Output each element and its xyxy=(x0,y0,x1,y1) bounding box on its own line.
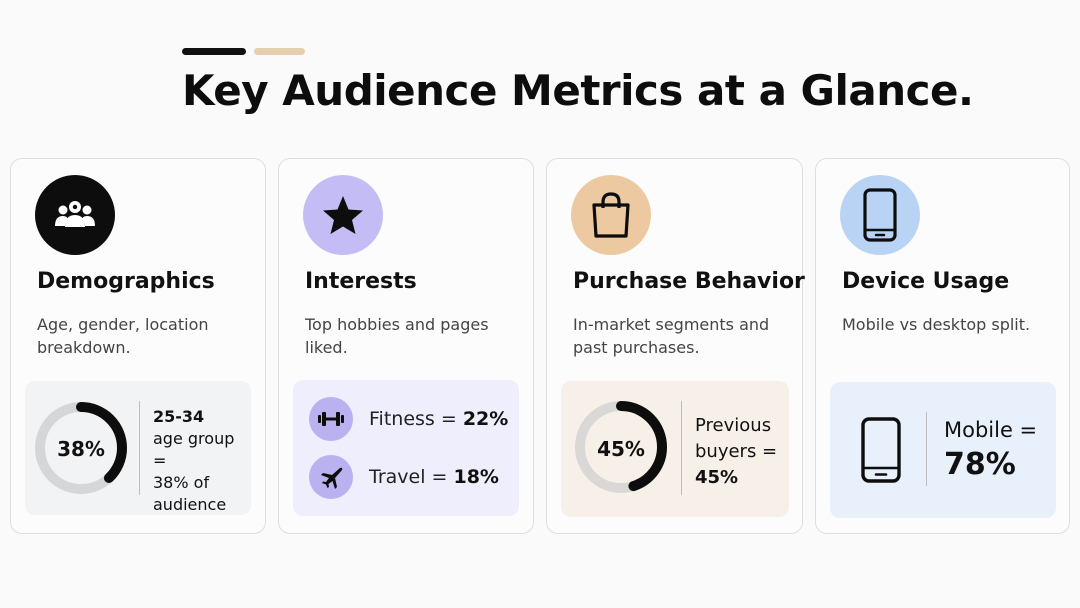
donut-label: 38% xyxy=(57,437,105,461)
interest-item-travel: Travel = 18% xyxy=(309,455,499,499)
interest-item-fitness: Fitness = 22% xyxy=(309,397,508,441)
card-description: Top hobbies and pages liked. xyxy=(305,315,489,357)
device-stat-panel: Mobile = 78% xyxy=(830,382,1056,518)
dumbbell-icon xyxy=(309,397,353,441)
shopping-bag-icon xyxy=(571,175,651,255)
card-description: In-market segments and past purchases. xyxy=(573,315,770,357)
card-title: Purchase Behavior xyxy=(573,269,805,294)
card-description: Age, gender, location breakdown. xyxy=(37,315,209,357)
people-icon xyxy=(35,175,115,255)
smartphone-icon xyxy=(840,175,920,255)
interest-label: Fitness = 22% xyxy=(369,408,509,430)
purchase-stat-panel: 45% Previous buyers = 45% xyxy=(561,381,789,517)
accent-bars xyxy=(182,48,305,55)
purchase-behavior-card: Purchase Behavior In-market segments and… xyxy=(546,158,805,534)
card-title: Interests xyxy=(305,269,417,294)
card-title: Demographics xyxy=(37,269,215,294)
donut-label: 45% xyxy=(597,437,645,461)
airplane-icon xyxy=(309,455,353,499)
demographics-donut xyxy=(35,402,127,494)
device-stat: Mobile = 78% xyxy=(944,418,1038,482)
interest-label: Travel = 18% xyxy=(369,466,499,488)
purchase-stat: Previous buyers = 45% xyxy=(695,415,778,488)
card-title: Device Usage xyxy=(842,269,1010,294)
demographics-card: Demographics Age, gender, location break… xyxy=(10,158,266,534)
smartphone-icon xyxy=(861,417,901,483)
device-usage-card: Device Usage Mobile vs desktop split. Mo… xyxy=(815,158,1070,534)
divider xyxy=(926,412,927,486)
divider xyxy=(681,401,682,495)
demographics-stat-panel: 38% 25-34 age group = 38% of audience xyxy=(25,381,251,515)
accent-bar-tan xyxy=(254,48,305,55)
purchase-donut xyxy=(575,401,667,493)
divider xyxy=(139,401,140,495)
star-icon xyxy=(303,175,383,255)
card-description: Mobile vs desktop split. xyxy=(842,315,1031,334)
interests-stat-panel: Fitness = 22% Travel = 18% xyxy=(293,380,519,516)
page-title: Key Audience Metrics at a Glance. xyxy=(182,66,974,115)
accent-bar-dark xyxy=(182,48,246,55)
interests-card: Interests Top hobbies and pages liked. F… xyxy=(278,158,534,534)
demographics-stat: 25-34 age group = 38% of audience xyxy=(153,407,235,514)
